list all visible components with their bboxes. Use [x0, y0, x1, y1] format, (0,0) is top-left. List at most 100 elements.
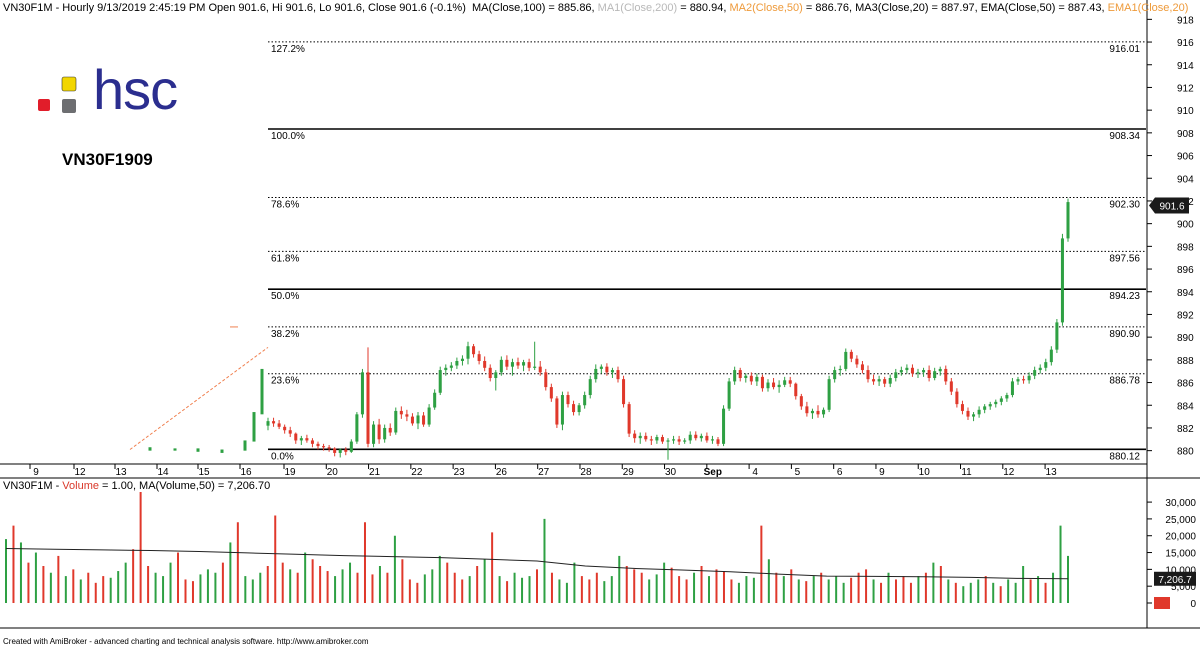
- fib-level-value: 880.12: [1109, 451, 1140, 462]
- logo-square-red: [38, 99, 50, 111]
- chart-title: VN30F1M - Hourly 9/13/2019 2:45:19 PM Op…: [3, 2, 466, 14]
- candle-body: [310, 440, 314, 444]
- candle-body: [549, 387, 553, 399]
- candle-body: [972, 414, 976, 417]
- price-tick-label: 910: [1177, 106, 1194, 117]
- candle-body: [577, 405, 581, 413]
- candle-body: [566, 395, 570, 405]
- x-tick-label: 21: [369, 467, 381, 478]
- fib-level-value: 886.78: [1109, 376, 1140, 387]
- candle-body: [477, 354, 481, 361]
- x-tick-label: 11: [961, 467, 972, 478]
- indicator-2: = 880.94,: [677, 2, 727, 14]
- candle-body: [544, 372, 548, 388]
- candle-body: [638, 435, 642, 439]
- fib-level-percent: 78.6%: [271, 200, 299, 211]
- volume-tick-label: 5,000: [1171, 582, 1196, 593]
- candle-body: [960, 404, 964, 411]
- candle-body: [738, 370, 742, 379]
- candle-body: [399, 410, 403, 415]
- candle-body: [494, 372, 498, 379]
- candle-body: [148, 447, 152, 451]
- candlestick-series: [148, 198, 1070, 460]
- candle-body: [649, 439, 653, 441]
- candle-body: [822, 409, 826, 415]
- price-tick-label: 894: [1177, 288, 1194, 299]
- price-tick-label: 880: [1177, 447, 1194, 458]
- candle-body: [866, 370, 870, 380]
- candle-body: [455, 360, 459, 366]
- candle-body: [627, 404, 631, 434]
- volume-tick-label: 15,000: [1165, 549, 1196, 560]
- candle-body: [416, 415, 420, 424]
- x-tick-label: 16: [240, 467, 252, 478]
- fib-level-percent: 61.8%: [271, 253, 299, 264]
- candle-body: [294, 433, 298, 441]
- candle-body: [610, 370, 614, 373]
- candle-body: [838, 368, 842, 371]
- fib-level-value: 908.34: [1109, 131, 1140, 142]
- x-tick-label: 29: [623, 467, 635, 478]
- candle-body: [888, 378, 892, 384]
- volume-ma-line: [5, 548, 1069, 580]
- candle-body: [727, 381, 731, 409]
- candle-body: [366, 372, 370, 444]
- candle-body: [677, 439, 681, 442]
- candle-body: [794, 383, 798, 397]
- volume-header: VN30F1M - Volume = 1.00, MA(Volume,50) =…: [3, 480, 270, 492]
- indicator-5: MA3(Close,20) = 887.97, EMA(Close,50) = …: [852, 2, 1105, 14]
- candle-body: [583, 395, 587, 406]
- x-tick-label: 6: [837, 467, 843, 478]
- candle-body: [833, 370, 837, 380]
- candle-body: [755, 376, 759, 382]
- indicator-list: MA(Close,100) = 885.86, MA1(Close,200) =…: [469, 2, 1188, 14]
- candle-body: [572, 404, 576, 413]
- candle-body: [460, 358, 464, 361]
- last-volume-label: 7,206.7: [1158, 575, 1192, 586]
- x-tick-label: 12: [1003, 467, 1015, 478]
- price-tick-label: 918: [1177, 15, 1194, 26]
- candle-body: [538, 366, 542, 373]
- candle-body: [933, 371, 937, 379]
- candle-body: [483, 360, 487, 368]
- chart-axes: 8808828848868888908928948968989009029049…: [0, 0, 1200, 629]
- candle-body: [349, 441, 353, 452]
- candle-body: [955, 391, 959, 405]
- fib-level-percent: 23.6%: [271, 376, 299, 387]
- candle-body: [666, 440, 670, 442]
- price-tick-label: 896: [1177, 265, 1194, 276]
- candle-body: [1010, 381, 1014, 396]
- x-tick-label: 26: [496, 467, 508, 478]
- x-tick-label: 12: [74, 467, 86, 478]
- candle-body: [705, 435, 709, 441]
- candle-body: [327, 447, 331, 449]
- candle-body: [333, 448, 337, 453]
- last-price-tag-arrow: [1149, 197, 1155, 214]
- fib-level-value: 894.23: [1109, 291, 1140, 302]
- candle-body: [555, 398, 559, 425]
- fib-level-value: 897.56: [1109, 253, 1140, 264]
- candle-body: [388, 427, 392, 433]
- price-tick-label: 898: [1177, 242, 1194, 253]
- candle-body: [688, 434, 692, 441]
- candle-body: [196, 448, 200, 452]
- fib-anchor-line: [129, 346, 269, 450]
- candle-body: [1060, 238, 1064, 323]
- price-tick-label: 906: [1177, 152, 1194, 163]
- candle-body: [427, 407, 431, 425]
- candle-body: [660, 437, 664, 442]
- candle-body: [683, 440, 687, 442]
- fib-level-percent: 0.0%: [271, 451, 294, 462]
- candle-body: [644, 435, 648, 440]
- candle-body: [988, 404, 992, 407]
- candle-body: [1022, 379, 1026, 381]
- x-tick-label: 13: [1046, 467, 1058, 478]
- candle-body: [783, 380, 787, 385]
- candle-body: [777, 384, 781, 388]
- candle-body: [355, 414, 359, 442]
- x-tick-label: Sep: [704, 467, 722, 478]
- candle-body: [338, 449, 342, 453]
- candle-body: [938, 368, 942, 372]
- indicator-4: = 886.76,: [802, 2, 853, 14]
- volume-tick-label: 20,000: [1165, 532, 1196, 543]
